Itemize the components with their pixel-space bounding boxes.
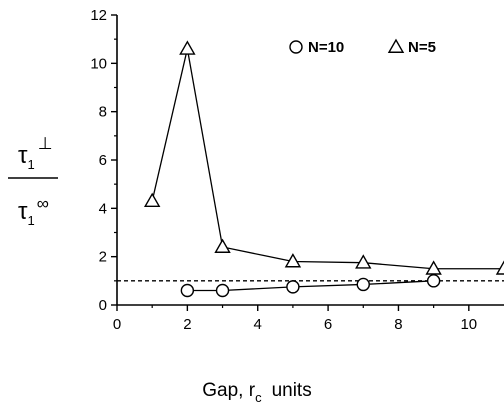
triangle-marker [355,254,372,269]
series-layer [143,40,504,298]
x-tick-label: 6 [324,316,332,333]
legend: N=10 N=5 [289,38,436,56]
circle-marker [180,283,195,298]
x-axis-label-main: Gap, r [202,380,255,401]
y-tick-label: 8 [99,104,107,121]
y-label-num-sub: 1 [27,157,34,172]
y-label-den-sup: ∞ [37,194,49,213]
y-tick-label: 4 [99,200,107,217]
x-axis-label: Gap, rc units [202,380,311,405]
y-label-denominator: τ1∞ [18,194,49,228]
y-tick-label: 0 [99,297,107,314]
y-label-num-base: τ [18,142,28,169]
x-axis-label-subscript: c [255,390,262,405]
circle-marker [356,277,370,292]
legend-circle-marker [289,40,303,54]
triangle-marker [179,40,196,55]
series-n-10 [180,274,441,298]
x-tick-label: 2 [183,316,191,333]
legend-triangle-marker [387,38,405,53]
y-label-numerator: τ1 ⊥ [18,134,53,172]
triangle-marker [495,260,504,275]
circle-marker [286,280,300,294]
triangle-marker [425,260,442,275]
y-tick-label: 6 [99,152,107,169]
triangle-marker [284,253,302,268]
y-label-den-sub: 1 [27,213,34,228]
legend-label: N=5 [408,39,436,56]
triangle-marker [143,192,161,208]
y-label-num-sup: ⊥ [38,134,53,153]
axes: 0 2 4 6 8 10 12 0 2 4 6 8 10 [90,7,504,333]
circle-marker [215,283,230,298]
x-tick-label: 10 [460,316,477,333]
triangle-marker [214,238,231,253]
series-n-5 [143,40,504,275]
legend-label: N=10 [308,39,344,56]
x-tick-label: 8 [394,316,402,333]
x-tick-label: 0 [113,316,121,333]
y-tick-label: 2 [99,249,107,266]
y-label-den-base: τ [18,198,28,225]
y-tick-label: 10 [90,55,107,72]
x-tick-label: 4 [254,316,262,333]
y-tick-label: 12 [90,7,107,24]
x-axis-label-tail: units [272,380,312,401]
series-line [151,48,504,270]
circle-marker [426,274,441,288]
